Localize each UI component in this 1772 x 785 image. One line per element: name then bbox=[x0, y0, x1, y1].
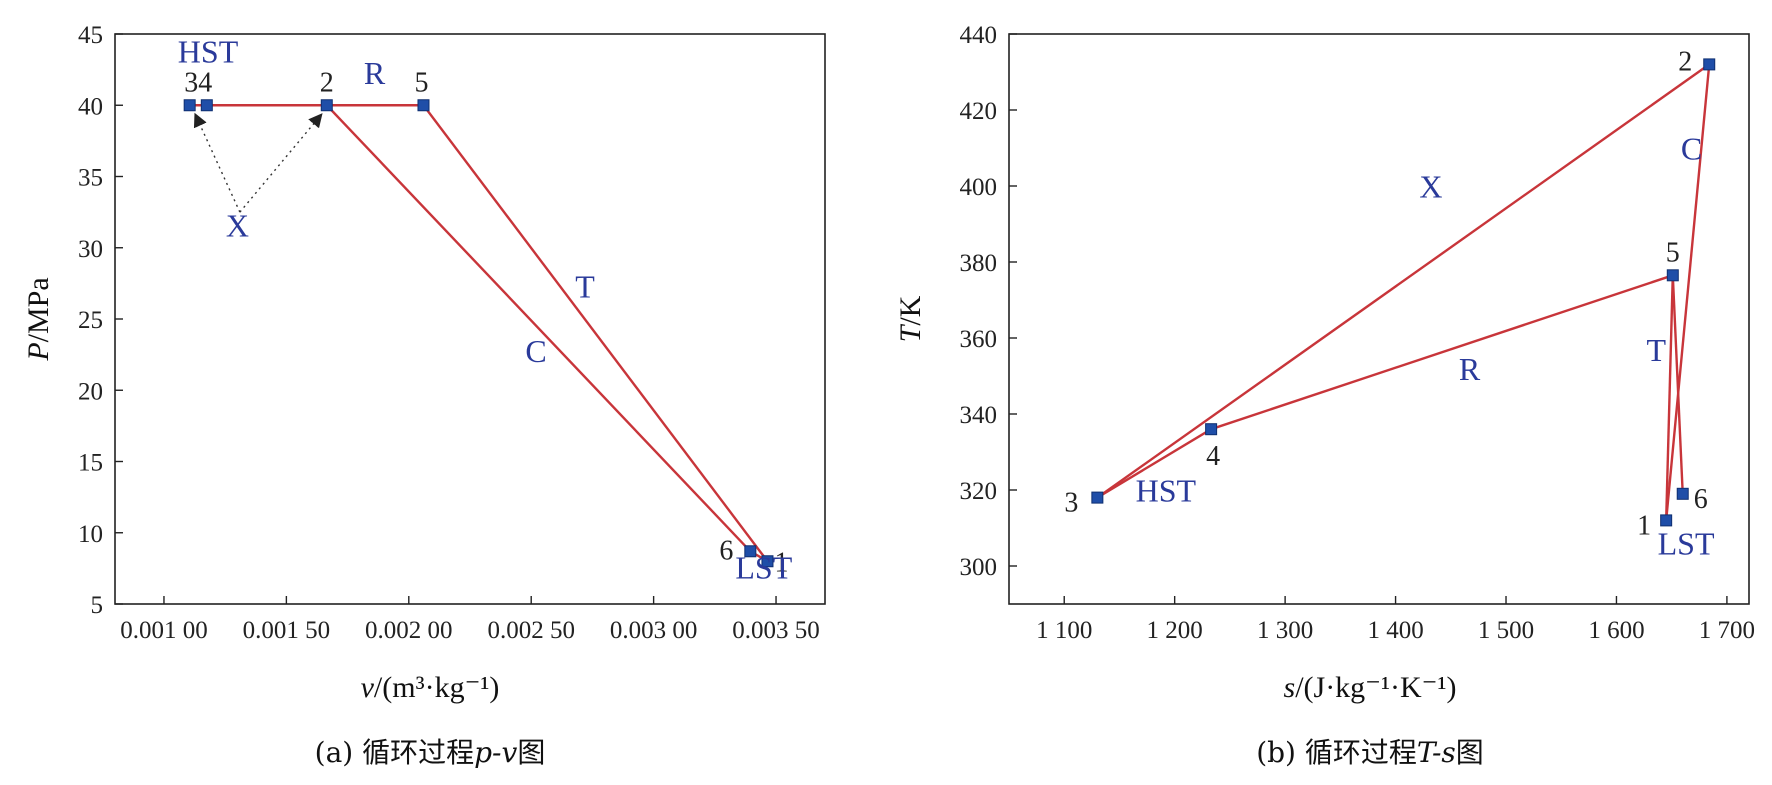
ts-process-label-hst: HST bbox=[1136, 472, 1197, 508]
pv-dotted-to-2 bbox=[239, 113, 323, 213]
pv-y-tick-label: 20 bbox=[78, 378, 103, 405]
pv-y-tick-label: 45 bbox=[78, 22, 103, 49]
pv-y-tick-label: 30 bbox=[78, 236, 103, 263]
pv-process-label-x: X bbox=[226, 207, 249, 243]
ts-process-label-r: R bbox=[1459, 351, 1481, 387]
ts-y-tick-label: 300 bbox=[960, 554, 998, 581]
pv-marker-6 bbox=[744, 545, 757, 558]
ts-y-tick-label: 320 bbox=[960, 478, 998, 505]
pv-process-label-c: C bbox=[525, 333, 546, 369]
ts-point-label-3: 3 bbox=[1064, 488, 1078, 519]
ts-y-tick-label: 380 bbox=[960, 250, 998, 277]
ts-marker-5 bbox=[1666, 269, 1679, 282]
ts-marker-4 bbox=[1205, 423, 1218, 436]
pv-point-label-1: 1 bbox=[774, 547, 788, 578]
pv-marker-5 bbox=[417, 99, 430, 112]
ts-marker-2 bbox=[1703, 58, 1716, 71]
pv-process-label-t: T bbox=[575, 269, 595, 305]
pv-process-label-hst: HST bbox=[178, 34, 239, 70]
ts-x-tick-label: 1 200 bbox=[1147, 617, 1203, 644]
ts-chart: 1 100 1 200 1 300 1 400 1 500 1 600 1 700 3003… bbox=[894, 22, 1755, 769]
ts-y-tick-label: 400 bbox=[960, 174, 998, 201]
pv-x-tick-label: 0.002 50 bbox=[487, 617, 575, 644]
pv-point-labels: 34 1 2 5 6 bbox=[184, 67, 788, 578]
ts-point-labels: 1 2 3 4 5 6 bbox=[1064, 46, 1707, 541]
pv-y-tick-label: 10 bbox=[78, 521, 103, 548]
pv-y-tick-label: 15 bbox=[78, 450, 103, 477]
ts-segment-3-4 bbox=[1096, 428, 1212, 499]
ts-x-tick-label: 1 100 bbox=[1036, 617, 1092, 644]
ts-caption: (b) 循环过程T-s图 bbox=[1256, 736, 1484, 769]
ts-y-tick-label: 440 bbox=[960, 22, 998, 49]
ts-process-label-x: X bbox=[1419, 168, 1442, 204]
pv-caption: (a) 循环过程p-v图 bbox=[315, 736, 546, 769]
pv-point-label-34: 34 bbox=[184, 67, 212, 98]
ts-marker-1 bbox=[1660, 514, 1673, 527]
ts-segment-3-2 bbox=[1096, 63, 1710, 499]
pv-y-tick-label: 5 bbox=[91, 592, 104, 619]
ts-x-ticks: 1 100 1 200 1 300 1 400 1 500 1 600 1 700 bbox=[1036, 596, 1755, 644]
ts-point-label-5: 5 bbox=[1666, 237, 1680, 268]
ts-y-tick-label: 360 bbox=[960, 326, 998, 353]
ts-segment-5-6 bbox=[1671, 275, 1684, 494]
ts-segment-5-1 bbox=[1664, 275, 1674, 521]
ts-x-tick-label: 1 600 bbox=[1588, 617, 1644, 644]
ts-x-tick-label: 1 700 bbox=[1699, 617, 1755, 644]
ts-point-label-6: 6 bbox=[1694, 484, 1708, 515]
pv-x-tick-label: 0.003 00 bbox=[610, 617, 698, 644]
pv-x-ticks: 0.001 00 0.001 50 0.002 00 0.002 50 0.003 00… bbox=[120, 596, 820, 644]
ts-process-label-t: T bbox=[1646, 332, 1666, 368]
ts-segment-1-2 bbox=[1664, 64, 1711, 521]
pv-process-label-r: R bbox=[364, 55, 386, 91]
ts-process-label-lst: LST bbox=[1658, 526, 1715, 562]
pv-marker-1 bbox=[761, 555, 774, 568]
ts-segment-4-5 bbox=[1210, 274, 1674, 431]
pv-x-axis-title: v/(m³·kg⁻¹) bbox=[361, 671, 500, 704]
pv-y-tick-label: 25 bbox=[78, 307, 103, 334]
ts-x-tick-label: 1 300 bbox=[1257, 617, 1313, 644]
ts-x-axis-title: s/(J·kg⁻¹·K⁻¹) bbox=[1284, 671, 1457, 704]
pv-x-tick-label: 0.001 00 bbox=[120, 617, 208, 644]
ts-y-axis-title: T/K bbox=[894, 295, 927, 342]
ts-point-label-2: 2 bbox=[1678, 46, 1692, 77]
pv-y-ticks: 5 10 15 20 25 30 35 40 45 bbox=[78, 22, 123, 619]
pv-segment-5-1 bbox=[422, 104, 769, 562]
ts-y-tick-label: 420 bbox=[960, 98, 998, 125]
ts-plot-frame bbox=[1008, 33, 1750, 605]
ts-series bbox=[1096, 63, 1711, 521]
pv-point-label-5: 5 bbox=[414, 67, 428, 98]
ts-y-tick-label: 340 bbox=[960, 402, 998, 429]
pv-chart: 0.001 00 0.001 50 0.002 00 0.002 50 0.003 00… bbox=[22, 22, 826, 769]
pv-dotted-to-3 bbox=[193, 112, 241, 213]
pv-series bbox=[189, 104, 769, 563]
pv-process-labels: HST R X TC LST bbox=[178, 34, 793, 586]
pv-marker-3 bbox=[183, 99, 196, 112]
pv-x-tick-label: 0.002 00 bbox=[365, 617, 453, 644]
pv-x-tick-label: 0.003 50 bbox=[732, 617, 820, 644]
ts-markers bbox=[1091, 58, 1716, 527]
pv-point-label-2: 2 bbox=[320, 67, 334, 98]
ts-process-labels: X R C T HST LST bbox=[1136, 130, 1715, 561]
pv-y-tick-label: 35 bbox=[78, 165, 103, 192]
pv-process-label-lst: LST bbox=[735, 549, 792, 585]
ts-point-label-1: 1 bbox=[1637, 510, 1651, 541]
pv-y-tick-label: 40 bbox=[78, 93, 103, 120]
pv-x-tick-label: 0.001 50 bbox=[243, 617, 331, 644]
pv-point-label-6: 6 bbox=[719, 535, 733, 566]
ts-y-ticks: 300 320 340 360 380 400 420 440 bbox=[960, 22, 1017, 581]
pv-segment-2-6 bbox=[325, 104, 752, 553]
ts-marker-6 bbox=[1676, 487, 1689, 500]
pv-marker-2 bbox=[320, 99, 333, 112]
ts-marker-3 bbox=[1091, 491, 1104, 504]
pv-y-axis-title: P/MPa bbox=[22, 277, 55, 361]
ts-x-tick-label: 1 500 bbox=[1478, 617, 1534, 644]
ts-process-label-c: C bbox=[1681, 130, 1702, 166]
pv-marker-4 bbox=[200, 99, 213, 112]
ts-point-label-4: 4 bbox=[1206, 441, 1220, 472]
pv-markers bbox=[183, 99, 774, 568]
ts-x-tick-label: 1 400 bbox=[1367, 617, 1423, 644]
